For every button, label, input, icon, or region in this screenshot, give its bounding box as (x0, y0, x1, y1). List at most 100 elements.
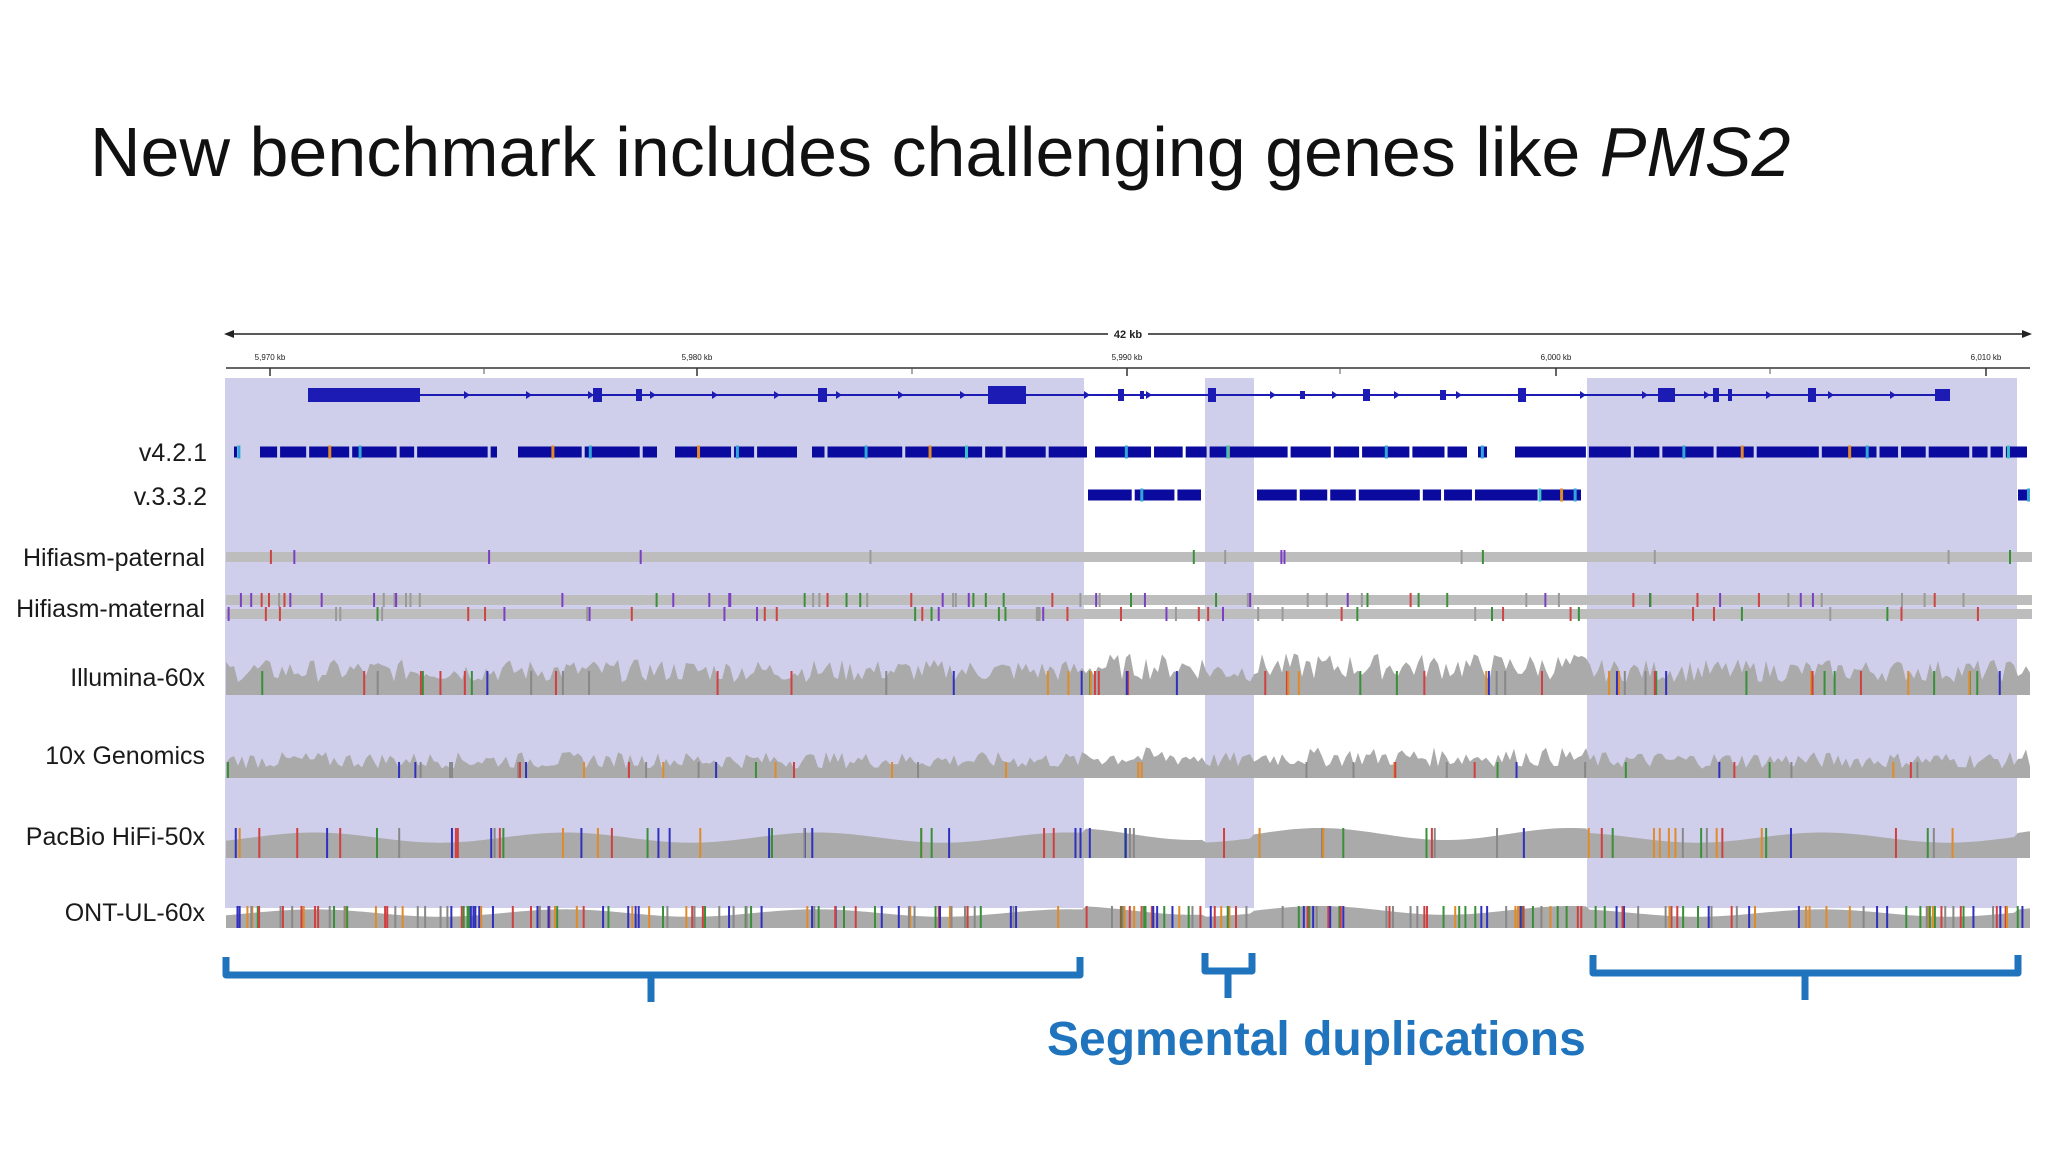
strand-arrow (836, 391, 842, 399)
benchmark-marker (551, 445, 555, 459)
assembly-variant (1346, 593, 1349, 607)
assembly-variant (561, 593, 564, 607)
benchmark-block (1662, 446, 1714, 458)
coverage-mismatch (1220, 906, 1223, 928)
assembly-variant (418, 593, 421, 607)
benchmark-marker (2006, 445, 2010, 459)
coverage-mismatch (1790, 762, 1793, 778)
coverage-mismatch (1707, 906, 1710, 928)
coverage-mismatch (1178, 906, 1181, 928)
coverage-mismatch (1473, 762, 1476, 778)
gene-exon (1658, 388, 1675, 402)
coverage-profile (226, 747, 2030, 778)
gene-exon (988, 386, 1026, 404)
coverage-mismatch (1992, 906, 1995, 928)
strand-arrow (650, 391, 656, 399)
coverage-mismatch (1808, 906, 1811, 928)
coverage-mismatch (1199, 906, 1202, 928)
assembly-variant (1042, 607, 1045, 621)
coverage-mismatch (1664, 906, 1667, 928)
coverage-mismatch (1187, 906, 1190, 928)
coverage-mismatch (469, 906, 472, 928)
coverage-mismatch (1445, 762, 1448, 778)
coverage-mismatch (1143, 906, 1146, 928)
coverage-mismatch (1652, 828, 1655, 858)
benchmark-block (399, 446, 415, 458)
coverage-mismatch (1603, 906, 1606, 928)
track-label-v421: v4.2.1 (139, 439, 207, 467)
coverage-mismatch (793, 762, 796, 778)
assembly-variant (1649, 593, 1652, 607)
coverage-mismatch (1600, 828, 1603, 858)
benchmark-block (1716, 446, 1754, 458)
coverage-mismatch (1156, 906, 1159, 928)
ruler: 42 kb 5,970 kb 5,980 kb 5,990 kb 6,000 kb 6,… (224, 329, 2032, 376)
benchmark-block (1358, 489, 1420, 501)
coverage-mismatch (1496, 762, 1499, 778)
benchmark-block (1257, 489, 1297, 501)
coverage-mismatch (1833, 671, 1836, 695)
coverage-mismatch (873, 906, 876, 928)
coverage-mismatch (1952, 906, 1955, 928)
coverage-mismatch (1430, 828, 1433, 858)
coverage-mismatch (236, 906, 239, 928)
coverage-mismatch (1621, 906, 1624, 928)
benchmark-block (1209, 446, 1288, 458)
coverage-mismatch (693, 906, 696, 928)
assembly-variant (1886, 607, 1889, 621)
benchmark-block (985, 446, 1003, 458)
benchmark-marker (1682, 445, 1686, 459)
assembly-variant (260, 593, 263, 607)
assembly-variant (826, 593, 829, 607)
coverage-mismatch (536, 906, 539, 928)
coverage-mismatch (907, 906, 910, 928)
strand-arrow (1332, 391, 1338, 399)
assembly-variant (1569, 607, 1572, 621)
coverage-mismatch (1454, 906, 1457, 928)
assembly-variant (763, 607, 766, 621)
coverage-mismatch (1931, 906, 1934, 928)
coverage-mismatch (1859, 671, 1862, 695)
coverage-mismatch (701, 906, 704, 928)
coverage-mismatch (490, 828, 493, 858)
assembly-variant (775, 607, 778, 621)
assembly-variant (1502, 607, 1505, 621)
assembly-variant (818, 593, 821, 607)
coverage-mismatch (1119, 906, 1122, 928)
coverage-mismatch (1976, 671, 1979, 695)
assembly-variant (1036, 607, 1039, 621)
coverage-mismatch (1617, 671, 1620, 695)
coverage-mismatch (256, 906, 259, 928)
coverage-mismatch (917, 762, 920, 778)
coverage-mismatch (768, 828, 771, 858)
benchmark-block (905, 446, 983, 458)
assembly-variant (1525, 593, 1528, 607)
assembly-variant (1119, 607, 1122, 621)
benchmark-block (1005, 446, 1046, 458)
assembly-variant (1820, 593, 1823, 607)
benchmark-marker (358, 445, 362, 459)
coverage-mismatch (580, 828, 583, 858)
coverage-mismatch (1097, 671, 1100, 695)
coverage-mismatch (462, 906, 465, 928)
segdup-region-3 (1587, 378, 2017, 908)
coverage-mismatch (966, 906, 969, 928)
coverage-mismatch (1622, 906, 1625, 928)
coverage-mismatch (760, 906, 763, 928)
track-illumina-coverage (226, 653, 2030, 695)
assembly-variant (756, 607, 759, 621)
coverage-mismatch (1565, 906, 1568, 928)
coverage-mismatch (1927, 906, 1930, 928)
strand-arrow (898, 391, 904, 399)
coverage-mismatch (470, 671, 473, 695)
coverage-mismatch (326, 828, 329, 858)
coverage-mismatch (1655, 671, 1658, 695)
coverage-mismatch (261, 671, 264, 695)
assembly-variant (467, 607, 470, 621)
assembly-variant (1740, 607, 1743, 621)
coverage-mismatch (1644, 671, 1647, 695)
coverage-mismatch (657, 828, 660, 858)
assembly-variant (1283, 550, 1286, 564)
assembly-variant (866, 593, 869, 607)
coverage-mismatch (602, 906, 605, 928)
